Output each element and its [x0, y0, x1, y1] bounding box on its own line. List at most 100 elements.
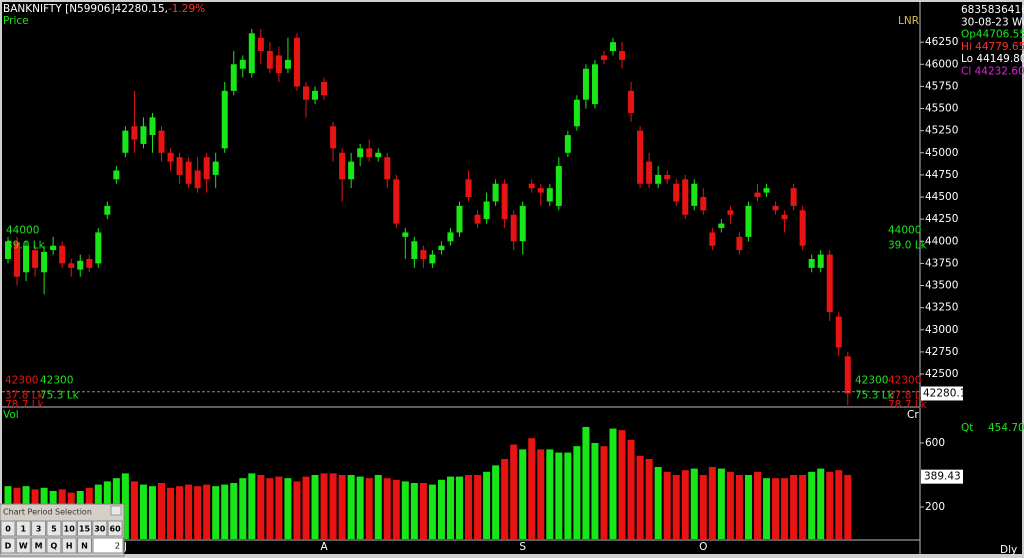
candle-body	[492, 183, 499, 202]
candle-body	[68, 263, 75, 268]
volume-bar	[302, 476, 310, 539]
button-face[interactable]	[77, 537, 92, 554]
button-label[interactable]: W	[19, 542, 28, 551]
volume-bar	[456, 476, 463, 539]
candle-body	[754, 192, 761, 198]
button-face[interactable]	[31, 520, 47, 537]
button-face[interactable]	[31, 537, 47, 554]
volume-bar	[410, 482, 418, 539]
button-label[interactable]: 0	[5, 525, 11, 534]
candle-body	[555, 166, 562, 206]
y-tick-label: 43000	[925, 324, 958, 336]
period-button[interactable]: 30	[92, 520, 108, 537]
level-label: 44000	[888, 224, 921, 236]
info-line: Cl 44232.60	[961, 66, 1024, 78]
period-button[interactable]: 60	[107, 520, 123, 537]
button-label[interactable]: 15	[79, 525, 91, 534]
candle-body	[366, 148, 373, 158]
volume-bar	[492, 465, 500, 539]
period-button[interactable]: 15	[77, 520, 92, 537]
span-button[interactable]: M	[31, 537, 47, 554]
button-face[interactable]	[77, 520, 92, 537]
volume-bar	[726, 471, 734, 539]
qty-label: Qt	[961, 422, 973, 434]
volume-bar	[437, 479, 445, 539]
button-label[interactable]: Q	[50, 542, 57, 551]
button-face[interactable]	[15, 537, 31, 554]
level-note: 75.3 Lk	[40, 390, 80, 402]
candle-body	[474, 214, 481, 224]
period-title: Chart Period Selection	[3, 508, 92, 517]
button-label[interactable]: H	[66, 542, 73, 551]
button-label[interactable]: 60	[110, 525, 122, 534]
candle-body	[591, 64, 598, 105]
candle-body	[429, 254, 436, 264]
span-button[interactable]: W	[15, 537, 31, 554]
button-face[interactable]	[46, 520, 62, 537]
x-tick-label: S	[519, 541, 526, 553]
button-face[interactable]	[0, 537, 16, 554]
level-note: 78.7 Lk	[5, 399, 45, 411]
candle-body	[564, 135, 571, 153]
button-label[interactable]: M	[35, 542, 43, 551]
button-label[interactable]: N	[81, 542, 88, 551]
button-face[interactable]	[92, 520, 108, 537]
y-tick-label: 44250	[925, 213, 958, 225]
candle-body	[158, 130, 165, 153]
button-label[interactable]: D	[5, 542, 12, 551]
candle-body	[528, 183, 535, 189]
y-tick-label: 42500	[925, 368, 958, 380]
button-face[interactable]	[0, 520, 16, 537]
volume-bar	[654, 466, 662, 539]
button-label[interactable]: 30	[94, 525, 106, 534]
x-tick-label: J	[123, 541, 127, 553]
period-button[interactable]: 5	[46, 520, 62, 537]
button-label[interactable]: 10	[64, 525, 76, 534]
span-button[interactable]: D	[0, 537, 16, 554]
button-label[interactable]: 5	[51, 525, 57, 534]
candle-body	[465, 179, 472, 198]
button-face[interactable]	[61, 520, 77, 537]
button-face[interactable]	[61, 537, 77, 554]
candle-body	[284, 59, 291, 69]
volume-bar	[510, 444, 518, 539]
button-face[interactable]	[15, 520, 31, 537]
info-line: 30-08-23 We	[961, 16, 1024, 28]
period-input[interactable]	[92, 537, 124, 554]
volume-bar	[835, 470, 843, 539]
y-tick-label: 44500	[925, 191, 958, 203]
period-button[interactable]: 1	[15, 520, 31, 537]
span-button[interactable]: Q	[46, 537, 62, 554]
volume-bar	[374, 474, 382, 539]
volume-bar	[636, 455, 644, 539]
period-input-value[interactable]: 2	[115, 542, 120, 551]
info-line: Hi 44779.65	[961, 41, 1024, 53]
volume-bar	[826, 471, 834, 539]
volume-bar	[130, 481, 138, 539]
button-label[interactable]: 3	[36, 525, 42, 534]
candle-body	[510, 214, 517, 242]
chart-title: BANKNIFTY [N59906]42280.15,	[3, 3, 168, 15]
period-button[interactable]: 0	[0, 520, 16, 537]
period-button[interactable]: 10	[61, 520, 77, 537]
candle-body	[86, 258, 93, 268]
period-button[interactable]: 3	[31, 520, 47, 537]
candle-body	[212, 161, 219, 175]
span-button[interactable]: N	[77, 537, 92, 554]
button-label[interactable]: 1	[21, 525, 27, 534]
y-tick-label: 44000	[925, 235, 958, 247]
y-tick-label: 44750	[925, 169, 958, 181]
button-face[interactable]	[46, 537, 62, 554]
volume-bar	[564, 452, 572, 539]
candle-body	[826, 254, 833, 313]
candle-body	[736, 236, 743, 251]
volume-bar	[203, 484, 211, 539]
candle-body	[420, 250, 427, 259]
volume-bar	[230, 482, 238, 539]
volume-bar	[663, 471, 671, 539]
volume-bar	[275, 476, 283, 539]
span-button[interactable]: H	[61, 537, 77, 554]
button-face[interactable]	[107, 520, 123, 537]
candle-body	[113, 170, 120, 180]
candle-body	[745, 205, 752, 237]
